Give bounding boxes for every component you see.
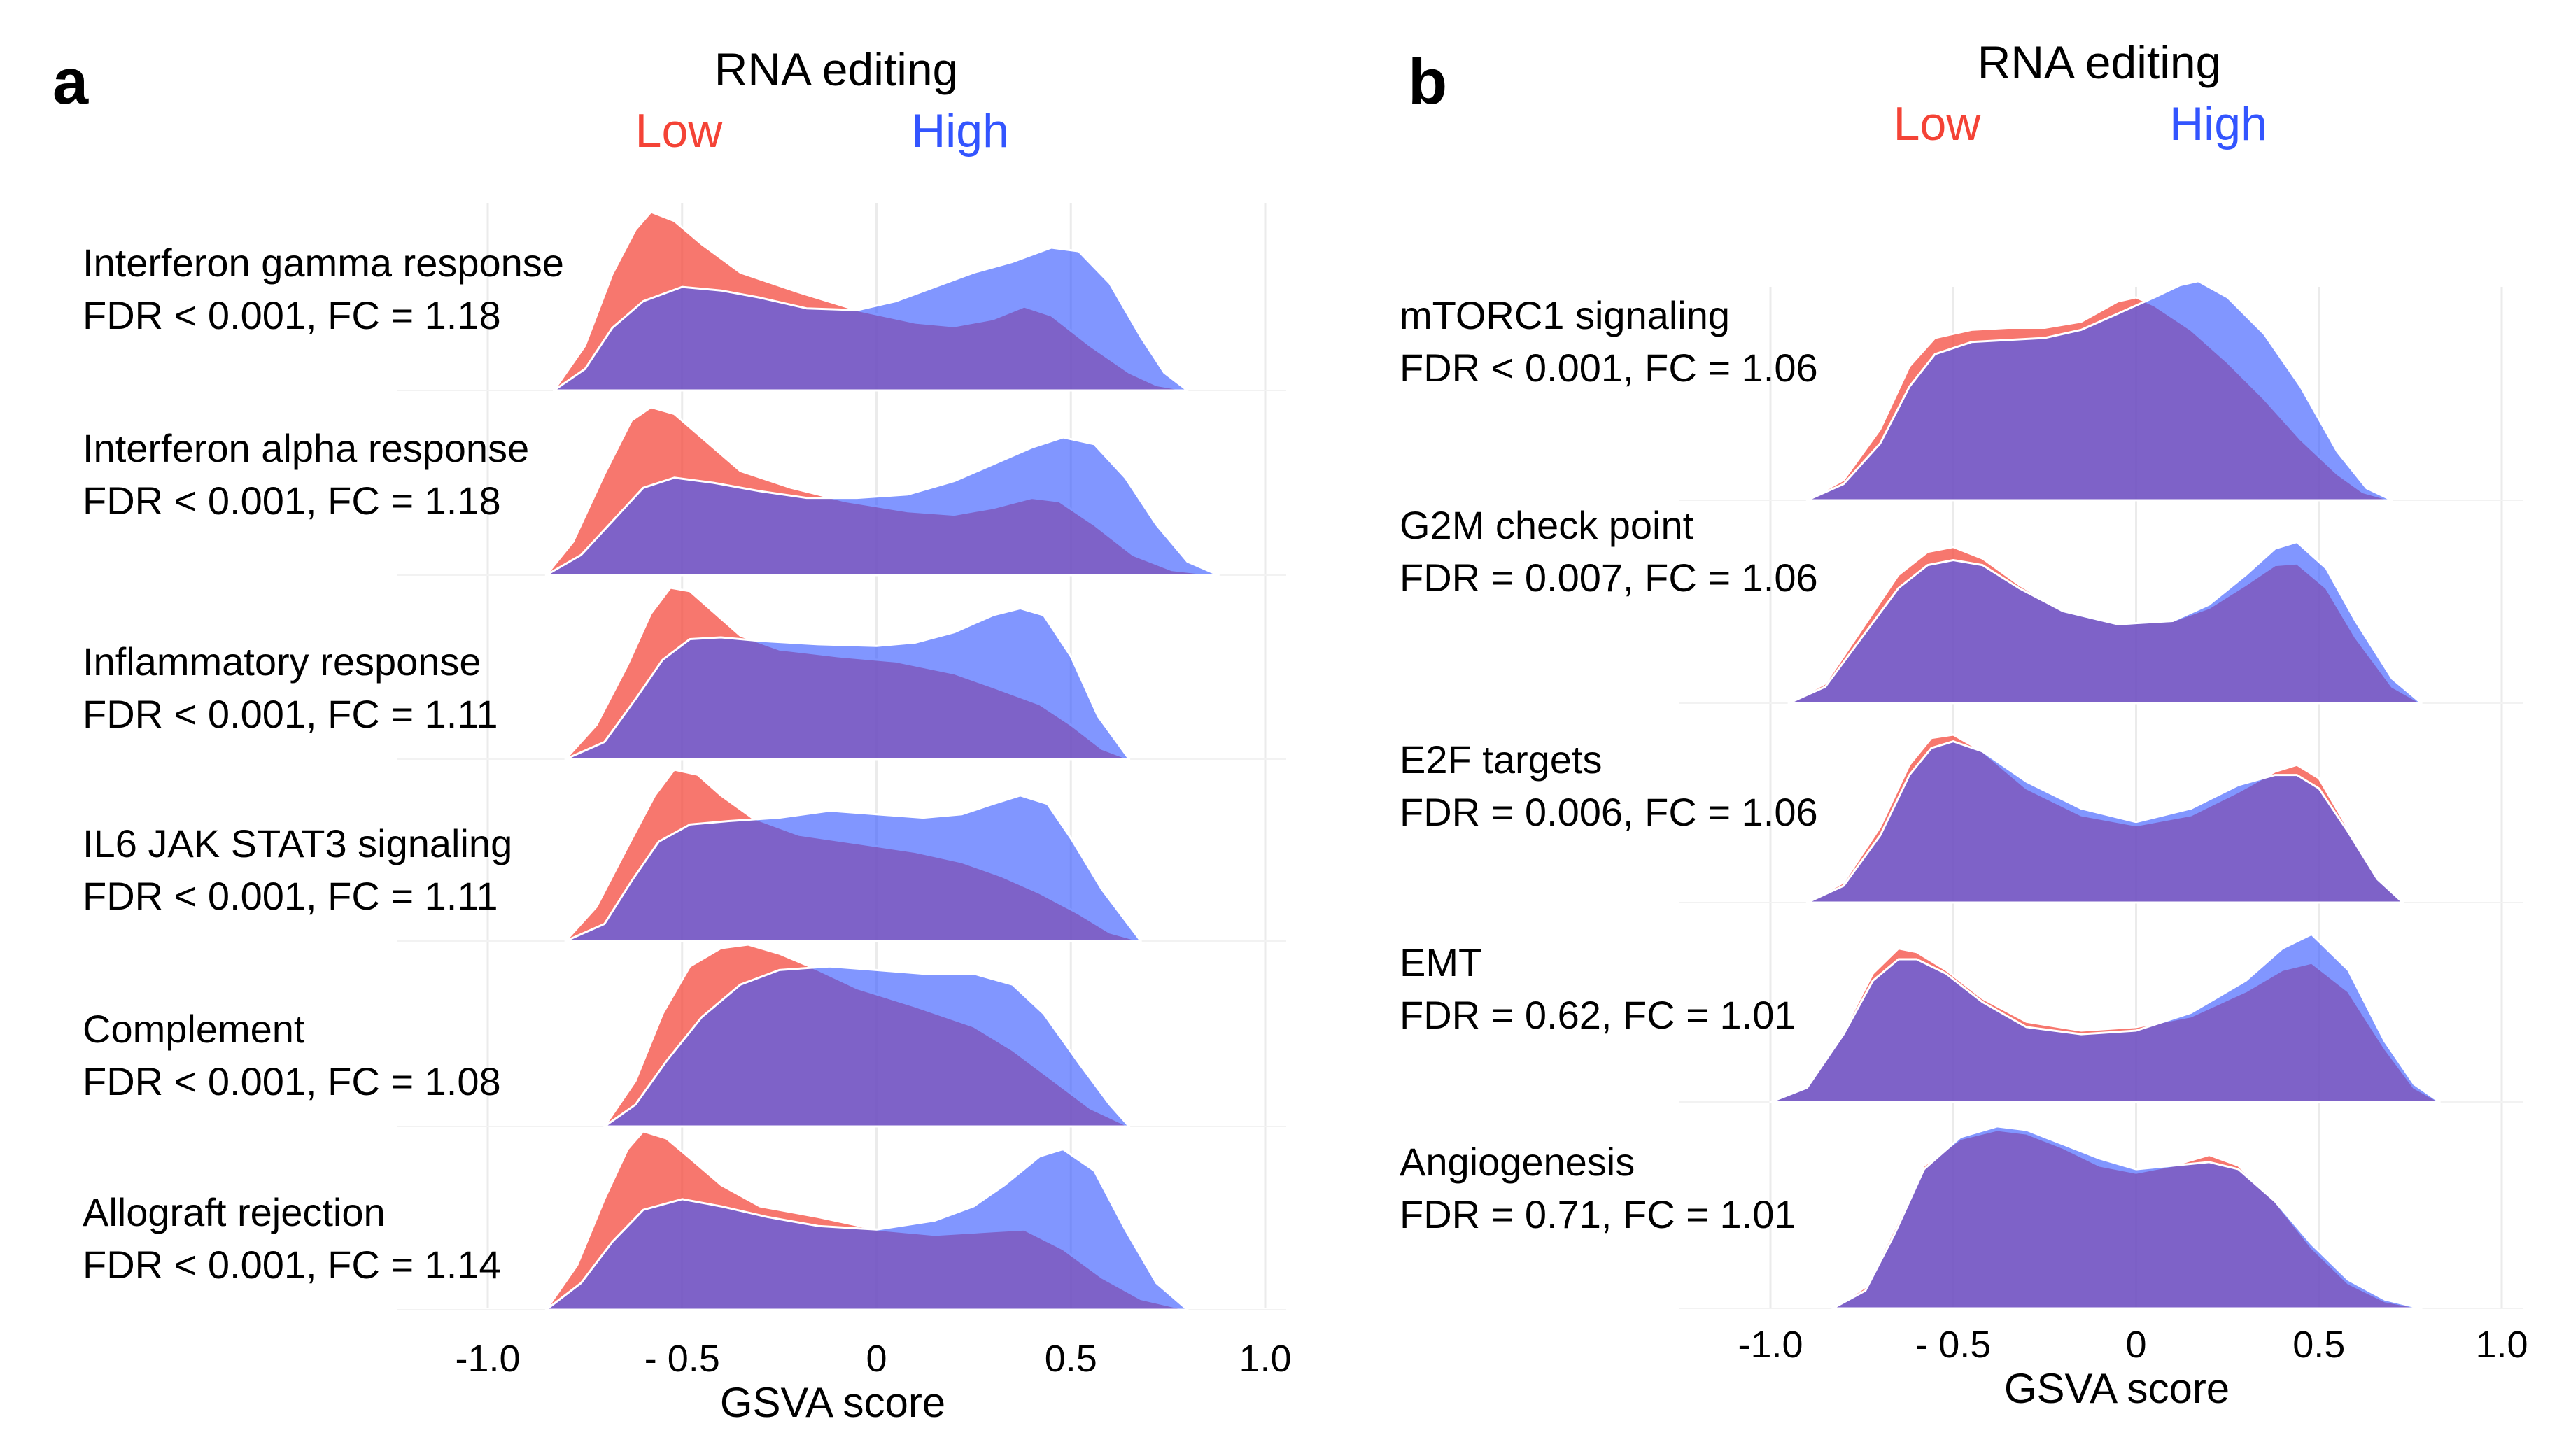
density-high-interferon-gamma-response [552, 246, 1189, 392]
density-high-emt [1769, 933, 2441, 1103]
x-tick-label: 0.5 [2292, 1324, 2345, 1366]
x-tick-label: 0.5 [1045, 1338, 1097, 1380]
ridge-label-name: Allograft rejection [83, 1190, 386, 1234]
ridge-label-name: Inflammatory response [83, 639, 481, 684]
ridge-label-stats: FDR = 0.71, FC = 1.01 [1400, 1192, 1796, 1236]
panel-a-x-ticks: -1.0 - 0.5 0 0.5 1.0 [455, 1338, 1291, 1380]
density-high-inflammatory-response [564, 607, 1131, 761]
ridge-label-stats: FDR < 0.001, FC = 1.18 [83, 293, 501, 337]
ridge-label-stats: FDR = 0.62, FC = 1.01 [1400, 993, 1796, 1037]
density-high-g2m-check-point [1787, 541, 2423, 705]
ridge-label-name: Interferon gamma response [83, 241, 564, 285]
panel-a: a RNA editing Low High Interferon gamma … [52, 43, 1292, 1426]
ridge-allograft-rejection [544, 1130, 1189, 1311]
panel-a-ridges [544, 211, 1220, 1311]
x-tick-label: - 0.5 [644, 1338, 720, 1380]
ridge-label-stats: FDR = 0.007, FC = 1.06 [1400, 556, 1818, 600]
density-high-angiogenesis [1831, 1125, 2423, 1310]
ridge-label-stats: FDR < 0.001, FC = 1.14 [83, 1243, 501, 1287]
ridge-angiogenesis [1831, 1125, 2423, 1310]
x-tick-label: -1.0 [1738, 1324, 1803, 1366]
x-tick-label: 0 [866, 1338, 887, 1380]
panel-a-ridge-labels: Interferon gamma response FDR < 0.001, FC… [83, 241, 564, 1287]
ridge-label-name: Interferon alpha response [83, 426, 529, 470]
ridge-complement [603, 943, 1131, 1128]
ridge-label-name: mTORC1 signaling [1400, 293, 1730, 337]
panel-b-letter: b [1408, 46, 1447, 118]
panel-b-x-ticks: -1.0 - 0.5 0 0.5 1.0 [1738, 1324, 2528, 1366]
ridge-label-stats: FDR < 0.001, FC = 1.18 [83, 479, 501, 523]
density-high-il6-jak-stat3-signaling [564, 794, 1142, 942]
panel-b-ridge-labels: mTORC1 signaling FDR < 0.001, FC = 1.06 G2… [1400, 293, 1818, 1236]
ridge-emt [1769, 933, 2441, 1103]
panel-a-legend-low: Low [635, 104, 724, 157]
ridge-interferon-gamma-response [552, 211, 1189, 392]
ridge-label-stats: FDR < 0.001, FC = 1.06 [1400, 346, 1818, 390]
density-high-interferon-alpha-response [544, 436, 1220, 577]
panel-a-x-axis-title: GSVA score [720, 1379, 945, 1426]
ridge-label-stats: FDR < 0.001, FC = 1.08 [83, 1059, 501, 1103]
x-tick-label: 1.0 [2475, 1324, 2528, 1366]
ridge-il6-jak-stat3-signaling [564, 768, 1142, 942]
x-tick-label: -1.0 [455, 1338, 520, 1380]
ridge-label-name: EMT [1400, 940, 1482, 984]
panel-a-legend-title: RNA editing [714, 43, 959, 95]
density-high-mtorc1-signaling [1805, 280, 2393, 502]
ridge-e2f-targets [1805, 733, 2404, 904]
panel-b: b RNA editing Low High mTORC1 signaling F… [1400, 36, 2528, 1412]
panel-a-legend-high: High [911, 104, 1009, 157]
panel-a-letter: a [52, 46, 89, 118]
density-high-complement [603, 965, 1131, 1128]
density-high-e2f-targets [1805, 740, 2404, 904]
ridge-label-name: Complement [83, 1007, 305, 1051]
ridge-label-name: G2M check point [1400, 503, 1694, 547]
ridge-g2m-check-point [1787, 541, 2423, 705]
panel-b-legend-title: RNA editing [1978, 36, 2222, 88]
panel-b-ridges [1769, 280, 2441, 1310]
ridge-label-stats: FDR < 0.001, FC = 1.11 [83, 874, 498, 918]
panel-b-x-axis-title: GSVA score [2004, 1365, 2230, 1412]
panel-b-legend-low: Low [1894, 97, 1982, 150]
x-tick-label: 1.0 [1239, 1338, 1291, 1380]
ridge-label-name: Angiogenesis [1400, 1140, 1635, 1184]
x-tick-label: - 0.5 [1915, 1324, 1991, 1366]
ridge-label-name: E2F targets [1400, 737, 1602, 782]
panel-b-legend-high: High [2169, 97, 2267, 150]
ridge-label-stats: FDR = 0.006, FC = 1.06 [1400, 790, 1818, 834]
x-tick-label: 0 [2125, 1324, 2146, 1366]
density-high-allograft-rejection [544, 1148, 1189, 1311]
ridge-label-stats: FDR < 0.001, FC = 1.11 [83, 692, 498, 736]
ridge-interferon-alpha-response [544, 406, 1220, 577]
ridge-mtorc1-signaling [1805, 280, 2393, 502]
ridge-label-name: IL6 JAK STAT3 signaling [83, 821, 512, 865]
ridge-inflammatory-response [564, 586, 1131, 761]
